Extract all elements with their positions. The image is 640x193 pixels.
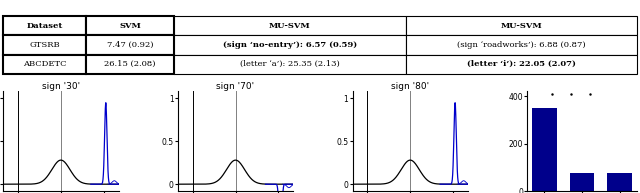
Bar xyxy=(570,173,594,191)
Title: sign '70': sign '70' xyxy=(216,82,255,91)
Title: sign '80': sign '80' xyxy=(391,82,429,91)
Title: sign '30': sign '30' xyxy=(42,82,80,91)
Bar xyxy=(607,173,632,191)
Bar xyxy=(532,108,557,191)
